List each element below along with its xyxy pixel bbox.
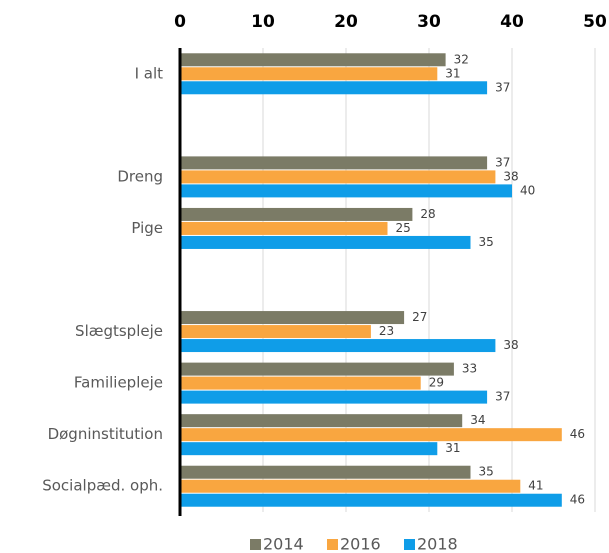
legend-label: 2014 [263, 535, 304, 553]
y-tick-label: Døgninstitution [48, 425, 163, 443]
bar [180, 325, 371, 339]
bar [180, 184, 512, 198]
bar [180, 428, 562, 442]
legend-swatch [327, 539, 338, 550]
x-tick-label: 10 [251, 12, 275, 32]
x-tick-label: 50 [583, 12, 607, 32]
bar [180, 390, 488, 404]
value-label: 37 [495, 390, 510, 404]
bar [180, 479, 521, 493]
x-tick-label: 0 [174, 12, 186, 32]
value-label: 33 [462, 362, 477, 376]
value-label: 35 [479, 465, 494, 479]
x-tick-label: 20 [334, 12, 358, 32]
value-label: 25 [396, 221, 411, 235]
value-label: 37 [495, 80, 510, 94]
value-label: 31 [445, 441, 460, 455]
value-label: 38 [503, 338, 518, 352]
bar [180, 81, 488, 95]
bar [180, 339, 496, 353]
y-tick-label: Slægtspleje [75, 322, 163, 340]
bar [180, 414, 463, 428]
value-label: 38 [503, 169, 518, 183]
bar [180, 235, 471, 249]
value-label: 40 [520, 183, 535, 197]
bar [180, 207, 413, 221]
bar [180, 170, 496, 184]
value-label: 28 [420, 207, 435, 221]
bar [180, 311, 405, 325]
value-label: 29 [429, 376, 444, 390]
bar [180, 362, 454, 376]
x-tick-label: 30 [417, 12, 441, 32]
x-tick-label: 40 [500, 12, 524, 32]
bar [180, 221, 388, 235]
bar [180, 442, 438, 456]
legend-swatch [250, 539, 261, 550]
value-label: 46 [570, 493, 585, 507]
bar [180, 493, 562, 507]
value-label: 35 [479, 235, 494, 249]
bar [180, 67, 438, 81]
value-label: 23 [379, 324, 394, 338]
value-label: 46 [570, 427, 585, 441]
value-label: 37 [495, 155, 510, 169]
bar [180, 53, 446, 67]
y-tick-label: Dreng [117, 167, 163, 185]
y-tick-label: I alt [135, 64, 164, 82]
y-tick-label: Familiepleje [74, 374, 163, 392]
bar [180, 156, 488, 170]
legend-label: 2016 [340, 535, 381, 553]
y-tick-label: Pige [131, 219, 163, 237]
legend-label: 2018 [417, 535, 458, 553]
value-label: 32 [454, 52, 469, 66]
value-label: 31 [445, 66, 460, 80]
legend-swatch [404, 539, 415, 550]
value-label: 27 [412, 310, 427, 324]
bar [180, 465, 471, 479]
y-tick-label: Socialpæd. oph. [42, 477, 163, 495]
bar [180, 376, 421, 390]
value-label: 34 [470, 413, 485, 427]
value-label: 41 [528, 479, 543, 493]
